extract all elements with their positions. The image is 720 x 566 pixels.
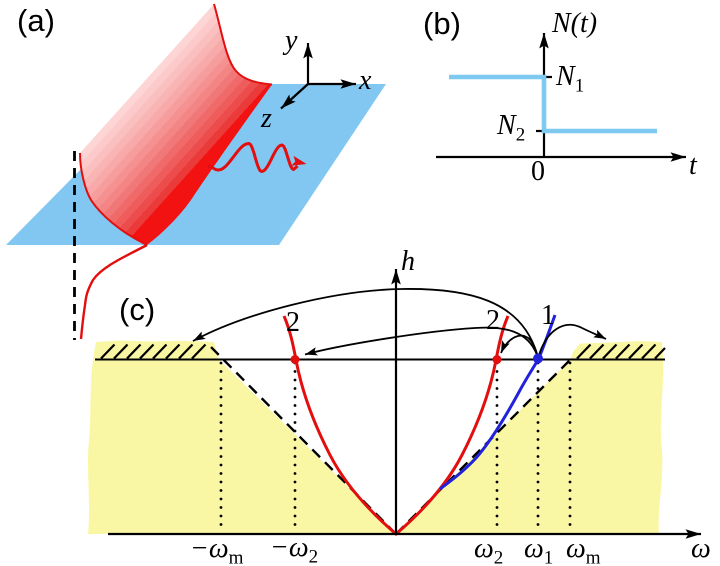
tick-neg-omega-2-label: −ω2	[270, 532, 319, 566]
magnon-band-region	[88, 340, 664, 534]
arrow-to-right-band	[538, 324, 607, 356]
point-omega-1	[533, 353, 543, 364]
hatch-marks-left	[100, 343, 207, 360]
tick-omega-m-label: ωm	[566, 533, 601, 566]
panel-a-label: (a)	[17, 3, 55, 38]
curve2-right-label: 2	[486, 305, 500, 336]
origin-label: 0	[531, 156, 545, 187]
x-axis-label: x	[359, 65, 372, 96]
z-axis	[280, 83, 309, 110]
panel-c-drawing	[88, 269, 701, 539]
arrow-to-left-band	[192, 288, 538, 355]
curve1-label: 1	[541, 300, 555, 331]
panel-c-label: (c)	[119, 292, 156, 327]
panel-a-drawing	[6, 3, 386, 340]
point-neg-omega-2	[290, 355, 300, 364]
wall-far-edge-outline	[213, 3, 273, 86]
n-of-t-label: N(t)	[552, 8, 598, 39]
wall-profile-curve	[79, 243, 148, 340]
point-omega-2	[492, 355, 502, 364]
t-axis-label: t	[689, 150, 697, 181]
tick-neg-omega-m-label: −ωm	[190, 533, 244, 566]
frequency-dotted-lines	[219, 361, 572, 533]
tick-omega-1-label: ω1	[524, 533, 554, 566]
curve2-left-label: 2	[286, 307, 300, 338]
z-axis-label: z	[261, 103, 272, 134]
emitted-wave-arrowhead	[291, 155, 307, 166]
coordinate-axes	[280, 43, 356, 110]
omega-axis-label: ω	[691, 533, 711, 564]
n1-label: N1	[556, 61, 585, 97]
domain-wall-sheet	[80, 4, 272, 245]
wall-near-edge-outline	[79, 152, 148, 246]
y-axis-label: y	[285, 25, 298, 56]
panel-b-label: (b)	[423, 6, 461, 41]
emitted-wave-arrow	[207, 142, 299, 173]
step-function-curve	[449, 74, 657, 134]
arrow-to-omega-2	[500, 334, 538, 355]
dispersion-curve-1	[439, 314, 557, 491]
tick-omega-2-label: ω2	[474, 533, 504, 566]
h-axis-label: h	[401, 246, 415, 277]
scattering-arrows	[192, 288, 607, 356]
n2-label: N2	[497, 110, 526, 146]
panel-b-drawing	[436, 33, 686, 162]
hatch-marks-right	[576, 343, 666, 360]
